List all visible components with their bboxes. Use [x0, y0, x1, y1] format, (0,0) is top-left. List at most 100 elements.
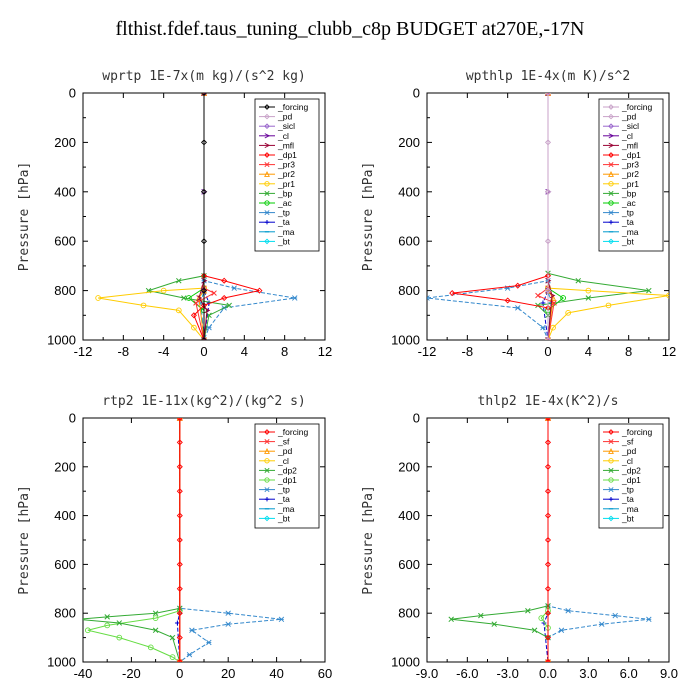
data-point — [612, 612, 618, 619]
legend-label: _dp1 — [621, 475, 641, 485]
y-tick-label: 400 — [398, 508, 420, 523]
data-point — [200, 93, 208, 97]
x-tick-label: -12 — [74, 344, 93, 359]
legend: _forcing_sf_pd_cl_dp2_dp1_tp_ta_ma_bt — [254, 423, 320, 529]
data-point — [175, 307, 182, 314]
data-point — [550, 324, 556, 331]
legend-marker — [608, 142, 615, 149]
y-tick-label: 800 — [398, 283, 420, 298]
x-tick-label: 0 — [200, 344, 207, 359]
legend-label: _bt — [621, 513, 634, 523]
y-tick-label: 1000 — [391, 655, 420, 670]
data-point — [544, 463, 552, 470]
data-point — [76, 617, 81, 622]
legend-label: _tp — [277, 485, 290, 495]
y-axis-label: Pressure [hPa] — [17, 162, 32, 272]
legend-marker — [264, 142, 271, 149]
legend-marker — [264, 133, 271, 139]
data-point — [186, 651, 193, 658]
legend-label: _forcing — [621, 427, 653, 437]
x-tick-label: 40 — [269, 666, 283, 681]
x-tick-label: -6.0 — [456, 666, 478, 681]
data-point — [176, 512, 183, 519]
data-point — [176, 561, 183, 568]
data-point — [491, 621, 497, 627]
data-point — [152, 610, 159, 616]
legend-label: _dp1 — [277, 475, 297, 485]
x-tick-label: -4 — [158, 344, 170, 359]
legend-label: _pr1 — [277, 179, 295, 189]
panel-title: wpthlp 1E-4x(m K)/s^2 — [466, 69, 630, 84]
data-point — [195, 294, 203, 301]
data-point — [427, 295, 430, 301]
data-point — [221, 277, 228, 284]
legend-label: _ac — [277, 198, 292, 208]
data-point — [104, 614, 110, 620]
data-point — [201, 277, 208, 284]
y-tick-label: 200 — [398, 135, 420, 150]
data-point — [140, 302, 147, 309]
data-point — [565, 608, 571, 614]
legend-label: _dp1 — [277, 150, 297, 160]
data-point — [535, 302, 541, 309]
legend-marker — [264, 458, 270, 464]
y-tick-label: 0 — [413, 411, 420, 426]
legend-label: _pr2 — [277, 169, 295, 179]
legend-label: _bt — [621, 236, 634, 246]
data-point — [585, 295, 592, 301]
data-point — [545, 418, 551, 421]
data-point — [544, 287, 552, 294]
panel-wpthlp: wpthlp 1E-4x(m K)/s^2 Pressure [hPa] -12 -8… — [361, 69, 676, 359]
legend-label: _tp — [277, 208, 290, 218]
x-tick-label: 20 — [221, 666, 235, 681]
y-axis-label: Pressure [hPa] — [361, 162, 376, 272]
x-tick-label: 0 — [544, 344, 551, 359]
data-point — [538, 615, 545, 621]
data-point — [585, 287, 592, 294]
legend-marker — [264, 447, 270, 454]
legend-label: _ma — [277, 227, 295, 237]
legend-marker — [608, 123, 614, 130]
data-point — [558, 627, 565, 633]
data-point — [206, 324, 212, 331]
legend-marker — [608, 200, 614, 206]
data-point — [575, 277, 582, 284]
legend-label: _forcing — [277, 427, 309, 437]
legend-marker — [264, 152, 270, 158]
panel-thlp2: thlp2 1E-4x(K^2)/s Pressure [hPa] -9.0 -6.0… — [361, 394, 678, 681]
x-tick-label: 60 — [318, 666, 332, 681]
data-point — [176, 439, 183, 446]
data-point — [104, 622, 111, 629]
data-point — [545, 659, 551, 662]
data-point — [544, 634, 552, 641]
y-tick-label: 600 — [398, 557, 420, 572]
data-point — [545, 277, 552, 284]
data-point — [193, 300, 199, 306]
series-group — [427, 93, 669, 340]
data-point — [191, 324, 197, 331]
legend-marker — [264, 439, 270, 445]
data-point — [200, 139, 208, 146]
data-point — [544, 439, 552, 446]
legend-label: _ac — [621, 198, 636, 208]
legend-label: _ma — [277, 504, 295, 514]
legend-label: _ta — [621, 494, 634, 504]
legend-marker — [264, 190, 270, 196]
legend-marker — [264, 477, 270, 483]
legend-marker — [264, 238, 270, 245]
legend-marker — [264, 162, 270, 168]
data-point — [204, 307, 211, 314]
x-tick-label: -3.0 — [496, 666, 518, 681]
y-tick-label: 400 — [398, 184, 420, 199]
legend-marker — [264, 429, 270, 435]
figure-title: flthist.fdef.taus_tuning_clubb_c8p BUDGE… — [115, 18, 585, 40]
data-point — [549, 292, 556, 299]
data-point — [231, 285, 237, 291]
legend-label: _bp — [621, 188, 636, 198]
legend-label: _ma — [621, 227, 639, 237]
data-point — [176, 536, 183, 544]
legend-marker — [608, 162, 614, 168]
data-point — [544, 512, 552, 519]
x-tick-label: -20 — [122, 666, 141, 681]
panel-title: thlp2 1E-4x(K^2)/s — [478, 394, 619, 409]
